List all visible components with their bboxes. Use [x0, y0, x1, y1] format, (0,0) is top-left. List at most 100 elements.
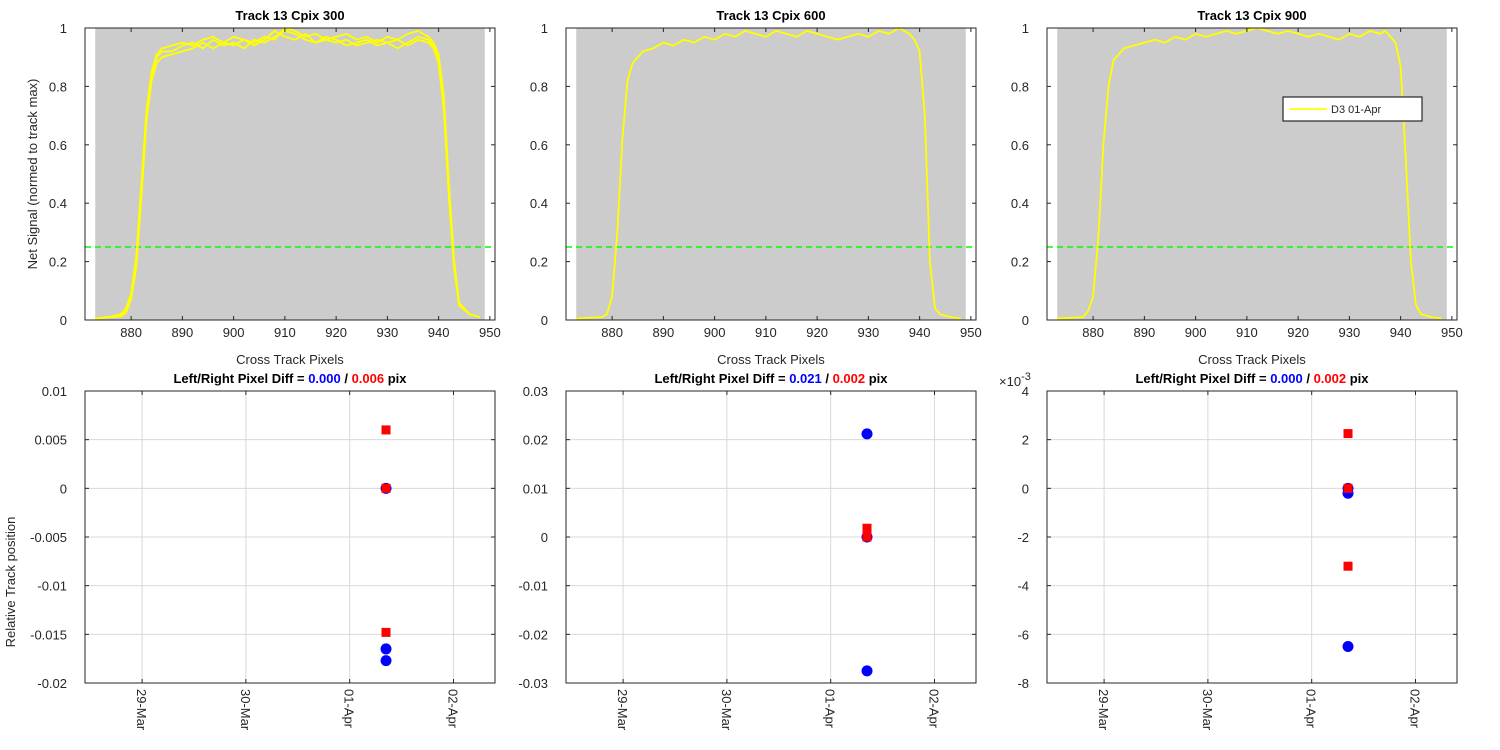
x-tick-label: 01-Apr	[823, 689, 838, 729]
y-tick-label: 0	[60, 313, 67, 328]
y-tick-label: -6	[1017, 627, 1029, 642]
y-tick-label: 0.4	[49, 196, 67, 211]
shaded-region	[576, 28, 966, 320]
left-point	[380, 643, 392, 655]
x-tick-label: 880	[120, 325, 142, 340]
y-tick-label: 0	[1022, 481, 1029, 496]
x-tick-label: 890	[172, 325, 194, 340]
x-tick-label: 880	[1082, 325, 1104, 340]
right-point	[381, 627, 391, 637]
y-tick-label: -0.02	[518, 627, 548, 642]
y-tick-label: 0.8	[49, 79, 67, 94]
signal-series-2	[95, 29, 480, 320]
right-point	[862, 532, 872, 542]
title-separator: /	[341, 371, 352, 386]
y-tick-label: -0.015	[30, 627, 67, 642]
right-point	[381, 483, 391, 493]
right-point	[1343, 429, 1353, 439]
left-diff-value: 0.000	[1270, 371, 1303, 386]
left-point	[861, 428, 873, 440]
y-tick-label: 0.2	[49, 255, 67, 270]
x-tick-label: 02-Apr	[1407, 689, 1422, 729]
line-plot-2: 880 890 900 910 920 930 940 950 0 0.2 0.4 0.6 0.8 1 Tr…	[530, 8, 982, 367]
y-tick-label: 1	[1022, 21, 1029, 36]
y-tick-label: 0.6	[49, 138, 67, 153]
y-tick-label: 0	[60, 481, 67, 496]
x-axis-label: Cross Track Pixels	[236, 352, 344, 367]
x-tick-label: 900	[223, 325, 245, 340]
x-tick-label: 880	[601, 325, 623, 340]
x-tick-label: 930	[858, 325, 880, 340]
y-axis-label: Net Signal (normed to track max)	[25, 79, 40, 270]
legend: D3 01-Apr	[1282, 96, 1423, 122]
y-tick-label: 2	[1022, 433, 1029, 448]
title-unit: pix	[1346, 371, 1369, 386]
x-tick-label: 910	[274, 325, 296, 340]
x-tick-label: 940	[1390, 325, 1412, 340]
x-tick-label: 930	[377, 325, 399, 340]
x-tick-label: 910	[755, 325, 777, 340]
right-point	[862, 523, 872, 533]
scatter-plot-3: -8 -6 -4 -2 0 2 4 29-Mar 30-Mar 01-Apr 02-Apr ×10-3…	[999, 371, 1458, 731]
y-tick-label: 1	[60, 21, 67, 36]
right-diff-value: 0.002	[833, 371, 866, 386]
y-tick-label: 0.03	[523, 384, 548, 399]
left-point	[1342, 641, 1354, 652]
y-axis-label: Relative Track position	[3, 517, 18, 648]
y-tick-label: -4	[1017, 579, 1029, 594]
x-tick-label: 920	[806, 325, 828, 340]
title-separator: /	[822, 371, 833, 386]
shaded-region	[95, 28, 485, 320]
axes-frame	[84, 27, 496, 321]
left-diff-value: 0.000	[308, 371, 341, 386]
y-tick-label: -0.02	[37, 676, 67, 691]
x-tick-label: 930	[1339, 325, 1361, 340]
x-tick-label: 02-Apr	[926, 689, 941, 729]
x-axis-label: Cross Track Pixels	[717, 352, 825, 367]
y-tick-label: -2	[1017, 530, 1029, 545]
x-tick-label: 910	[1236, 325, 1258, 340]
y-tick-label: 0.005	[34, 433, 67, 448]
x-tick-label: 950	[479, 325, 501, 340]
y-tick-label: 0.4	[1011, 196, 1029, 211]
y-tick-label: 0	[541, 530, 548, 545]
right-diff-value: 0.006	[352, 371, 385, 386]
y-tick-label: 1	[541, 21, 548, 36]
x-tick-label: 29-Mar	[615, 689, 630, 731]
title-prefix: Left/Right Pixel Diff =	[173, 371, 308, 386]
x-tick-label: 02-Apr	[445, 689, 460, 729]
y-tick-label: -0.01	[37, 579, 67, 594]
chart-title: Track 13 Cpix 900	[1197, 8, 1306, 23]
y-tick-label: 4	[1022, 384, 1029, 399]
chart-title: Left/Right Pixel Diff = 0.021 / 0.002 pi…	[654, 371, 888, 386]
axes-frame	[1046, 27, 1458, 321]
left-point	[861, 665, 873, 677]
right-diff-value: 0.002	[1314, 371, 1347, 386]
x-tick-label: 920	[1287, 325, 1309, 340]
y-tick-label: 0.6	[1011, 138, 1029, 153]
y-tick-label: 0.8	[530, 79, 548, 94]
chart-title: Left/Right Pixel Diff = 0.000 / 0.002 pi…	[1135, 371, 1369, 386]
x-tick-label: 29-Mar	[1096, 689, 1111, 731]
scatter-plot-2: -0.03 -0.02 -0.01 0 0.01 0.02 0.03 29-Mar 30-Mar…	[518, 371, 977, 731]
axes-frame	[565, 27, 977, 321]
shaded-region	[1057, 28, 1447, 320]
x-axis-label: Cross Track Pixels	[1198, 352, 1306, 367]
exponent-base: ×10	[999, 374, 1021, 389]
x-tick-label: 890	[1134, 325, 1156, 340]
y-tick-label: 0.4	[530, 196, 548, 211]
title-unit: pix	[865, 371, 888, 386]
exponent-power: -3	[1021, 371, 1031, 383]
y-tick-label: 0.8	[1011, 79, 1029, 94]
title-prefix: Left/Right Pixel Diff =	[1135, 371, 1270, 386]
left-point	[380, 655, 392, 667]
signal-series-1	[1057, 27, 1442, 320]
x-tick-label: 29-Mar	[134, 689, 149, 731]
y-tick-label: 0.6	[530, 138, 548, 153]
x-tick-label: 01-Apr	[342, 689, 357, 729]
y-tick-label: -0.01	[518, 579, 548, 594]
y-tick-label: -8	[1017, 676, 1029, 691]
x-tick-label: 950	[1441, 325, 1463, 340]
chart-title: Track 13 Cpix 600	[716, 8, 825, 23]
